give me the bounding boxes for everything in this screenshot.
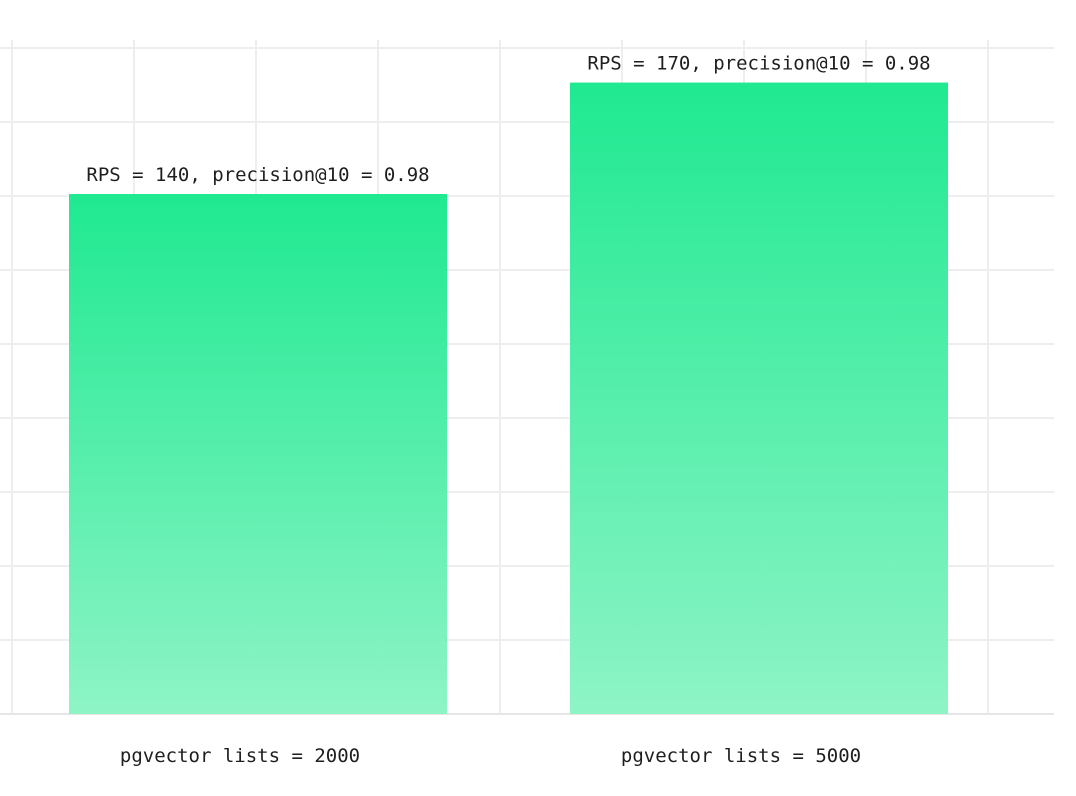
category-labels: pgvector lists = 2000 pgvector lists = 50… [120,745,861,767]
bar [69,194,447,714]
data-label: RPS = 170, precision@10 = 0.98 [587,53,930,75]
bar [570,82,948,715]
category-label: pgvector lists = 2000 [120,745,360,767]
data-labels: RPS = 140, precision@10 = 0.98 RPS = 170,… [86,53,930,186]
data-label: RPS = 140, precision@10 = 0.98 [86,164,429,186]
category-label: pgvector lists = 5000 [621,745,861,767]
bars [69,82,948,715]
